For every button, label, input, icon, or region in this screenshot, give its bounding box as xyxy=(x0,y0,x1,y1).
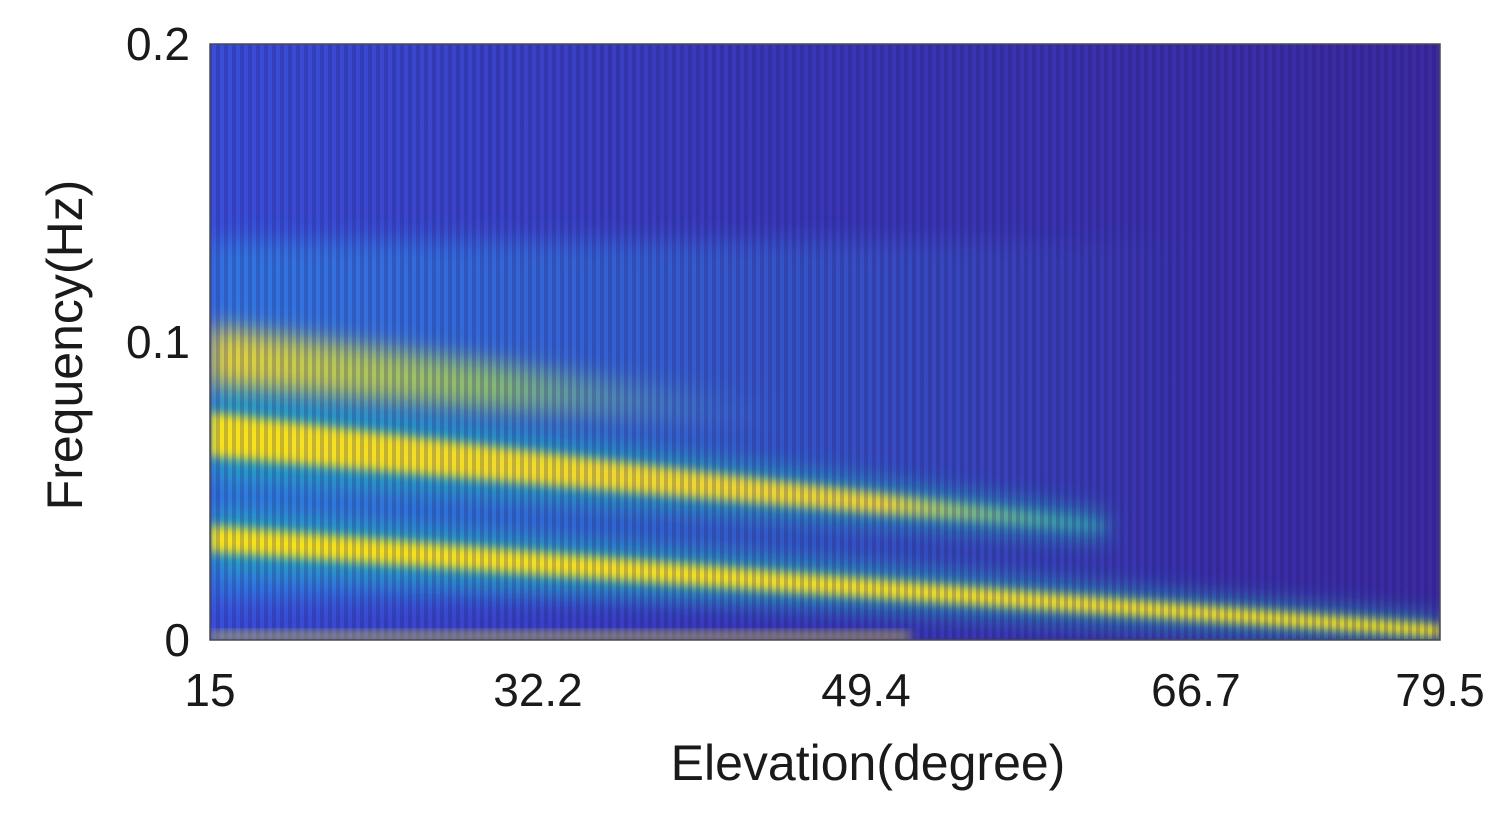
heatmap-stripes xyxy=(210,44,1440,640)
x-axis-label: Elevation(degree) xyxy=(671,735,1066,791)
y-tick-label: 0.1 xyxy=(126,316,190,368)
y-tick-label: 0 xyxy=(164,614,190,666)
x-axis-ticks: 15 32.2 49.4 66.7 79.5 xyxy=(184,664,1484,716)
x-tick-label: 32.2 xyxy=(493,664,583,716)
plot-area xyxy=(210,44,1440,640)
y-axis-ticks: 0 0.1 0.2 xyxy=(126,18,190,666)
plot-frame xyxy=(209,43,1441,641)
y-tick-label: 0.2 xyxy=(126,18,190,70)
y-axis-label: Frequency(Hz) xyxy=(37,180,93,511)
x-tick-label: 49.4 xyxy=(821,664,911,716)
x-tick-label: 66.7 xyxy=(1151,664,1241,716)
x-tick-label: 79.5 xyxy=(1395,664,1485,716)
bottom-edge-band xyxy=(210,632,910,640)
x-tick-label: 15 xyxy=(184,664,235,716)
